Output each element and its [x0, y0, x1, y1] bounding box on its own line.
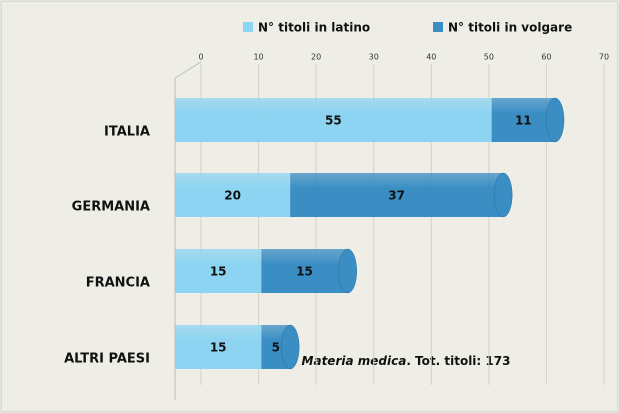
annotation: Materia medica. Tot. titoli: 173	[302, 354, 511, 368]
x-tick-label: 10	[253, 53, 263, 62]
x-tick-label: 40	[426, 53, 436, 62]
x-tick-label: 0	[198, 53, 203, 62]
data-label: 15	[210, 265, 227, 279]
data-label: 55	[325, 114, 342, 128]
legend-label: N° titoli in latino	[258, 21, 370, 35]
bar	[290, 173, 504, 217]
legend-label: N° titoli in volgare	[448, 21, 572, 35]
category-label: GERMANIA	[72, 200, 150, 215]
x-tick-label: 20	[311, 53, 321, 62]
legend-swatch	[243, 22, 253, 32]
bar	[491, 98, 555, 142]
axis-edge	[174, 61, 202, 79]
category-label: ITALIA	[104, 125, 150, 140]
bar-cap	[280, 324, 300, 370]
data-label: 5	[272, 341, 280, 355]
x-tick-label: 60	[541, 53, 551, 62]
bar	[175, 325, 262, 369]
bar	[175, 173, 291, 217]
annotation-italic: Materia medica	[302, 354, 407, 368]
category-label: ALTRI PAESI	[64, 352, 150, 367]
category-label: FRANCIA	[86, 276, 150, 291]
legend-swatch	[433, 22, 443, 32]
x-tick-label: 30	[369, 53, 379, 62]
x-tick-label: 70	[599, 53, 609, 62]
bar	[175, 249, 262, 293]
data-label: 15	[210, 341, 227, 355]
bar-cap	[493, 172, 513, 218]
data-label: 11	[515, 114, 532, 128]
annotation-rest: . Tot. titoli: 173	[406, 354, 510, 368]
data-label: 20	[224, 189, 241, 203]
bar	[175, 98, 492, 142]
data-label: 15	[296, 265, 313, 279]
x-tick-label: 50	[484, 53, 494, 62]
data-label: 37	[388, 189, 405, 203]
bar	[261, 249, 348, 293]
bar-cap	[545, 97, 565, 143]
bar-cap	[338, 248, 357, 294]
